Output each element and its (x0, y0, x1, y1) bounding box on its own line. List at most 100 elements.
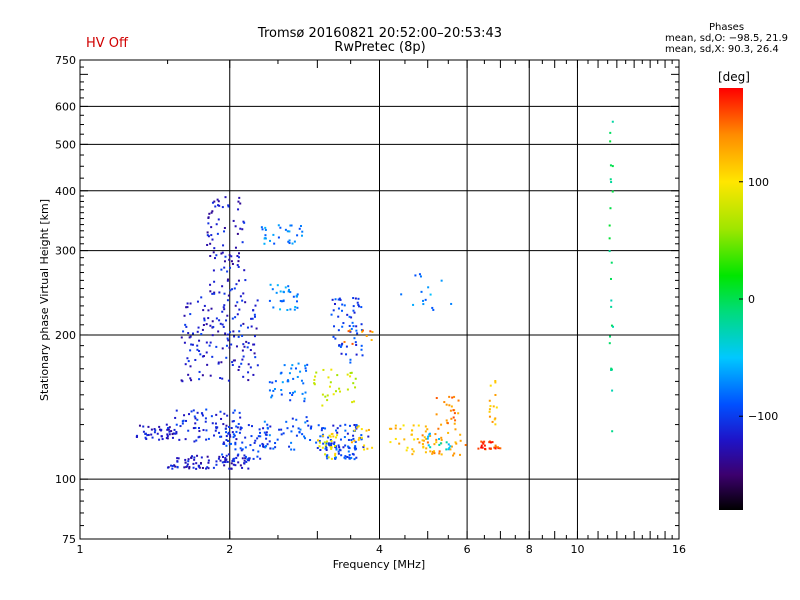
data-point (186, 463, 189, 466)
data-point (269, 425, 272, 428)
data-point (612, 325, 615, 328)
data-point (215, 427, 218, 430)
data-point (198, 465, 201, 468)
data-point (226, 333, 229, 336)
data-point (241, 358, 244, 361)
data-point (187, 460, 190, 463)
data-point (153, 428, 156, 431)
data-point (238, 365, 241, 368)
data-point (297, 362, 300, 365)
data-point (318, 439, 321, 442)
data-point (450, 302, 453, 305)
data-point (252, 449, 255, 452)
data-point (203, 317, 206, 320)
y-tick-label: 500 (55, 138, 76, 151)
data-point (171, 436, 174, 439)
data-point (334, 337, 337, 340)
axis-ticks (79, 59, 680, 540)
x-axis-label: Frequency [MHz] (333, 558, 425, 571)
data-point (188, 413, 191, 416)
data-point (292, 391, 295, 394)
data-point (431, 306, 434, 309)
data-point (221, 347, 224, 350)
data-point (223, 442, 226, 445)
data-point (212, 269, 215, 272)
data-point (330, 442, 333, 445)
data-point (216, 198, 219, 201)
data-point (249, 349, 252, 352)
data-point (287, 380, 290, 383)
data-point (144, 432, 147, 435)
data-point (309, 427, 312, 430)
data-point (228, 443, 231, 446)
data-point (172, 432, 175, 435)
data-point (263, 242, 266, 245)
data-point (321, 446, 324, 449)
data-point (304, 391, 307, 394)
data-point (243, 459, 246, 462)
x-tick-label: 8 (526, 543, 533, 556)
data-point (167, 466, 170, 469)
x-tick-label: 4 (376, 543, 383, 556)
phase-o-stats: mean, sd,O: −98.5, 21.9 (665, 33, 788, 44)
data-point (333, 441, 336, 444)
data-point (319, 448, 322, 451)
data-point (183, 466, 186, 469)
data-point (610, 181, 613, 184)
data-point (198, 350, 201, 353)
data-point (168, 426, 171, 429)
data-point (263, 420, 266, 423)
data-point (300, 234, 303, 237)
data-point (237, 208, 240, 211)
data-point (350, 441, 353, 444)
data-point (499, 447, 502, 450)
data-point (264, 226, 267, 229)
data-point (330, 457, 333, 460)
data-point (293, 448, 296, 451)
data-point (293, 240, 296, 243)
data-point (171, 433, 174, 436)
data-point (292, 295, 295, 298)
data-point (234, 441, 237, 444)
data-point (222, 325, 225, 328)
data-point (186, 465, 189, 468)
data-point (213, 247, 216, 250)
data-point (221, 323, 224, 326)
data-point (185, 306, 188, 309)
data-point (346, 313, 349, 316)
data-point (179, 425, 182, 428)
data-point (215, 317, 218, 320)
data-point (230, 426, 233, 429)
data-point (185, 325, 188, 328)
data-point (239, 324, 242, 327)
data-point (272, 389, 275, 392)
data-point (360, 438, 363, 441)
data-point (238, 411, 241, 414)
data-point (176, 465, 179, 468)
y-tick-labels: 75 100 200 300 400 500 600 750 (55, 54, 76, 546)
data-point (287, 285, 290, 288)
data-point (242, 343, 245, 346)
data-point (448, 446, 451, 449)
data-point (256, 364, 259, 367)
data-point (266, 423, 269, 426)
data-point (151, 436, 154, 439)
data-point (322, 368, 325, 371)
data-point (394, 427, 397, 430)
data-point (349, 358, 352, 361)
data-point (207, 467, 210, 470)
data-point (481, 446, 484, 449)
data-point (147, 433, 150, 436)
data-point (327, 436, 330, 439)
hv-status: HV Off (86, 36, 128, 51)
data-point (339, 298, 342, 301)
data-point (429, 450, 432, 453)
data-point (306, 420, 309, 423)
data-point (437, 427, 440, 430)
y-tick-label: 100 (55, 473, 76, 486)
data-point (318, 441, 321, 444)
data-point (237, 461, 240, 464)
data-point (366, 447, 369, 450)
data-point (233, 457, 236, 460)
data-point (243, 221, 246, 224)
